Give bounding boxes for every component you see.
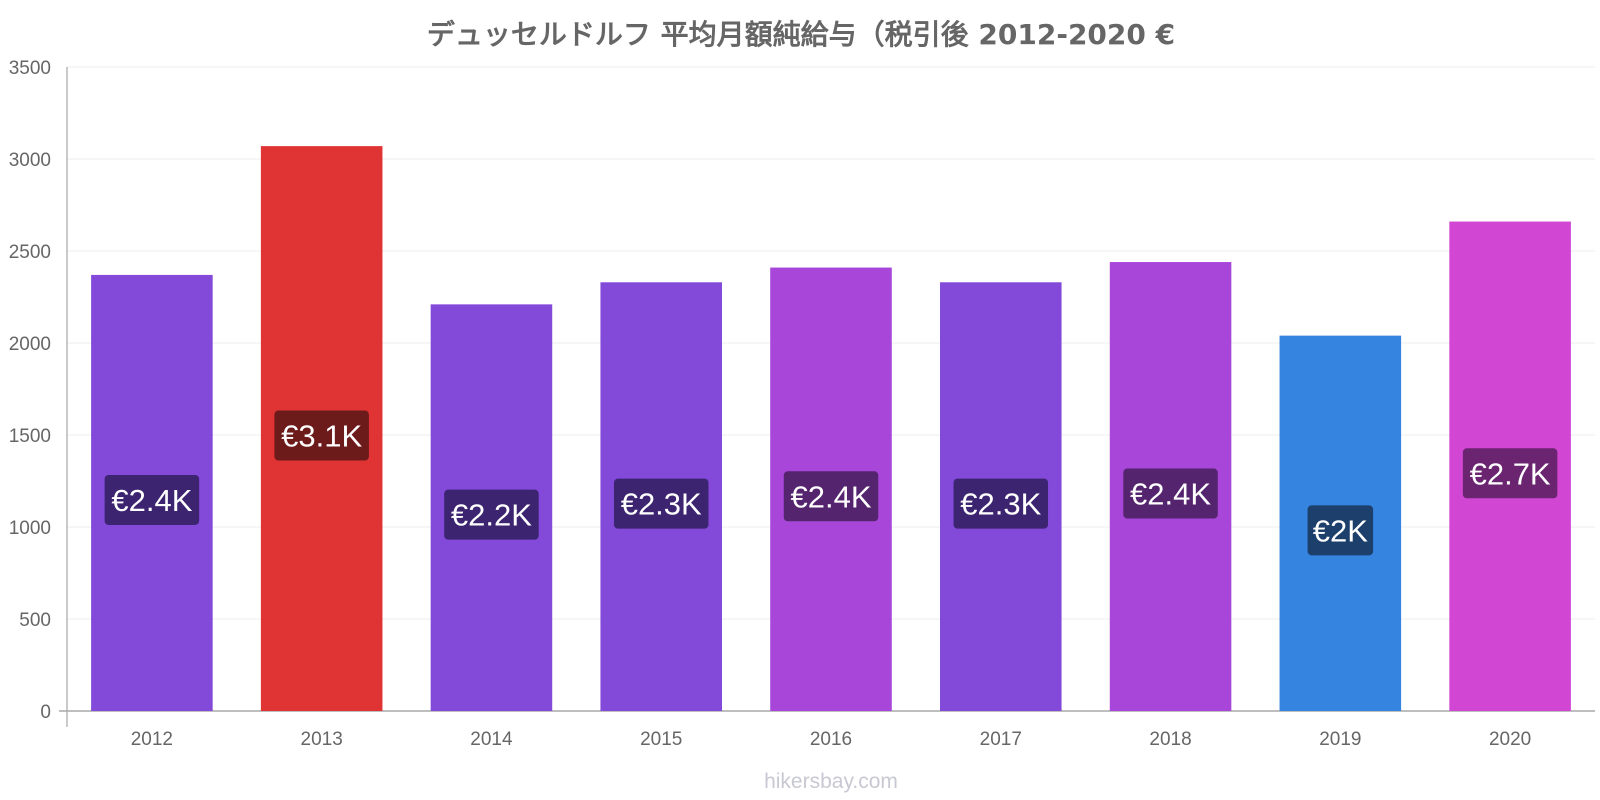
data-label-box — [1462, 448, 1558, 499]
y-tick-label: 3000 — [9, 150, 51, 171]
x-tick-label: 2018 — [1149, 729, 1191, 750]
y-tick-label: 500 — [19, 610, 51, 631]
x-tick-label: 2014 — [470, 729, 513, 750]
data-label: €2.7K — [1470, 456, 1551, 491]
x-tick-label: 2017 — [980, 729, 1022, 750]
data-label: €2.2K — [451, 498, 532, 533]
y-tick-label: 1500 — [9, 426, 51, 447]
y-tick-label: 0 — [40, 702, 51, 723]
data-label: €3.1K — [281, 419, 362, 454]
x-tick-label: 2012 — [131, 729, 173, 750]
x-tick-label: 2013 — [301, 729, 343, 750]
data-label: €2.4K — [1130, 477, 1211, 512]
x-tick-label: 2015 — [640, 729, 682, 750]
data-label-box — [444, 489, 539, 540]
y-tick-label: 3500 — [9, 58, 51, 79]
data-label-box — [783, 471, 879, 522]
data-label-box — [613, 478, 709, 529]
y-tick-label: 2000 — [9, 334, 51, 355]
y-tick-label: 1000 — [9, 518, 51, 539]
data-label-box — [1123, 468, 1218, 519]
data-label: €2.3K — [621, 487, 702, 522]
data-labels: €2.4K €3.1K €2.2K €2.3K €2.4K €2.3K €2.4K €2K €2… — [104, 410, 1558, 556]
x-tick-label: 2016 — [810, 729, 852, 750]
data-label: €2.4K — [790, 479, 871, 514]
data-label-box — [1307, 505, 1374, 556]
chart-title: デュッセルドルフ 平均月額純給与（税引後 2012-2020 € — [427, 18, 1175, 51]
watermark-text: hikersbay.com — [764, 770, 898, 793]
data-label-box — [274, 410, 369, 461]
x-tick-label: 2019 — [1319, 729, 1361, 750]
data-label: €2K — [1313, 513, 1368, 548]
x-tick-label: 2020 — [1489, 729, 1531, 750]
data-label-box — [953, 478, 1049, 529]
y-tick-label: 2500 — [9, 242, 51, 263]
data-label: €2.4K — [111, 483, 192, 518]
data-label: €2.3K — [960, 487, 1041, 522]
data-label-box — [104, 474, 200, 525]
